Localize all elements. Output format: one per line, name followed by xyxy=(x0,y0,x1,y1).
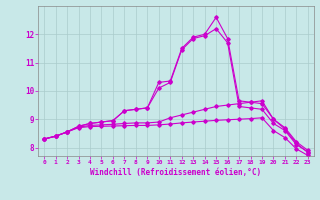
X-axis label: Windchill (Refroidissement éolien,°C): Windchill (Refroidissement éolien,°C) xyxy=(91,168,261,177)
